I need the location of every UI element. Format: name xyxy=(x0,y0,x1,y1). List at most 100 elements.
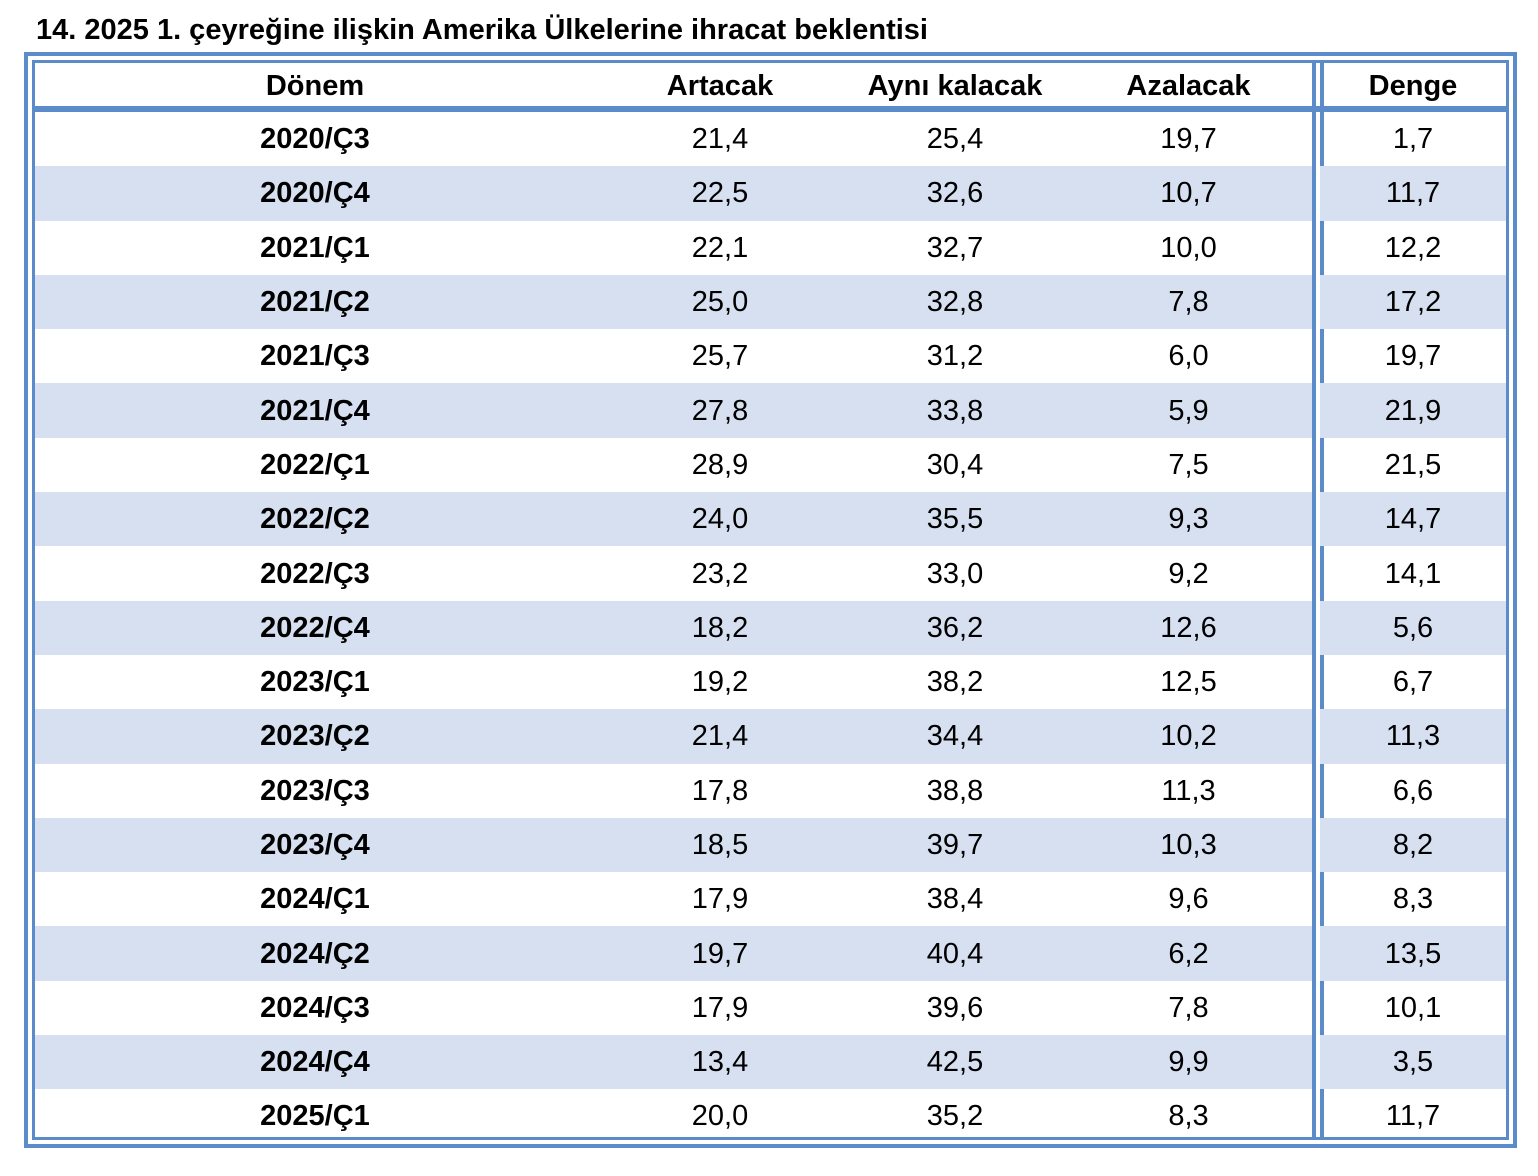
table-row: 2021/Ç2 25,0 32,8 7,8 17,2 xyxy=(35,274,1506,330)
same-cell: 33,0 xyxy=(926,557,984,590)
period-cell: 2023/Ç3 xyxy=(260,774,370,807)
gap-cell xyxy=(1312,329,1320,383)
decrease-cell: 8,3 xyxy=(1168,1100,1209,1133)
balance-cell: 1,7 xyxy=(1392,123,1434,156)
same-cell: 34,4 xyxy=(845,709,1065,764)
table-row: 2022/Ç3 23,2 33,0 9,2 14,1 xyxy=(35,546,1506,600)
decrease-cell: 10,2 xyxy=(1065,709,1312,764)
increase-cell: 20,0 xyxy=(691,1100,749,1133)
gap-cell xyxy=(1312,166,1320,220)
same-cell: 32,7 xyxy=(926,231,984,264)
header-gap xyxy=(1312,63,1320,109)
period-cell: 2021/Ç1 xyxy=(260,231,370,264)
balance-cell: 19,7 xyxy=(1384,340,1442,373)
decrease-cell: 6,2 xyxy=(1065,926,1312,981)
table-row: 2021/Ç1 22,1 32,7 10,0 12,2 xyxy=(35,221,1506,275)
balance-cell: 14,1 xyxy=(1384,557,1442,590)
balance-cell: 10,1 xyxy=(1384,991,1442,1024)
gap-cell xyxy=(1312,655,1320,709)
increase-cell: 18,2 xyxy=(595,600,845,655)
same-cell: 31,2 xyxy=(926,340,984,373)
decrease-cell: 10,0 xyxy=(1160,231,1217,264)
increase-cell: 21,4 xyxy=(595,709,845,764)
same-cell: 38,2 xyxy=(926,666,984,699)
balance-cell: 8,3 xyxy=(1392,883,1434,916)
gap-cell xyxy=(1312,764,1320,818)
gap-cell xyxy=(1312,926,1320,980)
table-row: 2024/Ç2 19,7 40,4 6,2 13,5 xyxy=(35,926,1506,981)
decrease-cell: 19,7 xyxy=(1160,123,1217,156)
increase-cell: 24,0 xyxy=(595,492,845,547)
period-cell: 2025/Ç1 xyxy=(260,1100,370,1133)
decrease-cell: 9,2 xyxy=(1168,557,1209,590)
balance-cell: 12,2 xyxy=(1384,231,1442,264)
table-row: 2020/Ç4 22,5 32,6 10,7 11,7 xyxy=(35,166,1506,221)
table-row: 2023/Ç3 17,8 38,8 11,3 6,6 xyxy=(35,764,1506,818)
balance-column-divider xyxy=(1312,60,1316,1140)
gap-cell xyxy=(1312,1035,1320,1089)
balance-cell: 13,5 xyxy=(1320,926,1506,981)
same-cell: 32,6 xyxy=(845,166,1065,221)
same-cell: 35,5 xyxy=(845,492,1065,547)
table-row: 2021/Ç3 25,7 31,2 6,0 19,7 xyxy=(35,329,1506,383)
gap-cell xyxy=(1312,383,1320,437)
balance-cell: 21,5 xyxy=(1384,448,1442,481)
period-cell: 2021/Ç4 xyxy=(35,383,595,438)
balance-cell: 6,7 xyxy=(1392,666,1434,699)
increase-cell: 25,0 xyxy=(595,274,845,330)
balance-cell: 17,2 xyxy=(1320,274,1506,330)
increase-cell: 17,9 xyxy=(691,883,749,916)
balance-cell: 6,6 xyxy=(1392,774,1434,807)
decrease-cell: 7,5 xyxy=(1168,448,1209,481)
header-separator xyxy=(32,106,1509,112)
increase-cell: 17,8 xyxy=(691,774,749,807)
period-cell: 2022/Ç2 xyxy=(35,492,595,547)
header-same: Aynı kalacak xyxy=(867,70,1043,102)
balance-cell: 14,7 xyxy=(1320,492,1506,547)
table-row: 2022/Ç4 18,2 36,2 12,6 5,6 xyxy=(35,600,1506,655)
table-row: 2020/Ç3 21,4 25,4 19,7 1,7 xyxy=(35,112,1506,166)
same-cell: 38,4 xyxy=(926,883,984,916)
period-cell: 2023/Ç4 xyxy=(35,817,595,873)
decrease-cell: 7,8 xyxy=(1168,991,1209,1024)
table-row: 2024/Ç4 13,4 42,5 9,9 3,5 xyxy=(35,1035,1506,1090)
table-body: 2020/Ç3 21,4 25,4 19,7 1,7 2020/Ç4 22,5 32,6 10,… xyxy=(35,109,1506,1144)
table-title: 14. 2025 1. çeyreğine ilişkin Amerika Ül… xyxy=(36,14,928,46)
increase-cell: 18,5 xyxy=(595,817,845,873)
increase-cell: 22,1 xyxy=(691,231,749,264)
same-cell: 30,4 xyxy=(926,448,984,481)
gap-cell xyxy=(1312,275,1320,329)
period-cell: 2024/Ç3 xyxy=(260,991,370,1024)
decrease-cell: 9,9 xyxy=(1065,1035,1312,1090)
increase-cell: 19,7 xyxy=(595,926,845,981)
gap-cell xyxy=(1312,221,1320,275)
table-inner-border xyxy=(32,60,1509,1140)
same-cell: 42,5 xyxy=(845,1035,1065,1090)
increase-cell: 13,4 xyxy=(595,1035,845,1090)
same-cell: 25,4 xyxy=(926,123,984,156)
table-row: 2023/Ç4 18,5 39,7 10,3 8,2 xyxy=(35,817,1506,873)
increase-cell: 17,9 xyxy=(691,991,749,1024)
period-cell: 2023/Ç2 xyxy=(35,709,595,764)
table-row: 2022/Ç1 28,9 30,4 7,5 21,5 xyxy=(35,438,1506,492)
gap-cell xyxy=(1312,112,1320,166)
gap-cell xyxy=(1312,492,1320,546)
gap-cell xyxy=(1312,872,1320,926)
same-cell: 39,7 xyxy=(845,817,1065,873)
decrease-cell: 12,6 xyxy=(1065,600,1312,655)
increase-cell: 28,9 xyxy=(691,448,749,481)
table-row: 2023/Ç1 19,2 38,2 12,5 6,7 xyxy=(35,655,1506,709)
period-cell: 2020/Ç3 xyxy=(260,123,370,156)
table-row: 2021/Ç4 27,8 33,8 5,9 21,9 xyxy=(35,383,1506,438)
table-row: 2022/Ç2 24,0 35,5 9,3 14,7 xyxy=(35,492,1506,547)
balance-cell: 11,7 xyxy=(1320,166,1506,221)
same-cell: 32,8 xyxy=(845,274,1065,330)
gap-cell xyxy=(1312,818,1320,872)
increase-cell: 22,5 xyxy=(595,166,845,221)
decrease-cell: 11,3 xyxy=(1161,774,1216,807)
gap-cell xyxy=(1312,981,1320,1035)
period-cell: 2022/Ç1 xyxy=(260,448,370,481)
header-decrease: Azalacak xyxy=(1126,70,1251,102)
period-cell: 2023/Ç1 xyxy=(260,666,370,699)
decrease-cell: 7,8 xyxy=(1065,274,1312,330)
